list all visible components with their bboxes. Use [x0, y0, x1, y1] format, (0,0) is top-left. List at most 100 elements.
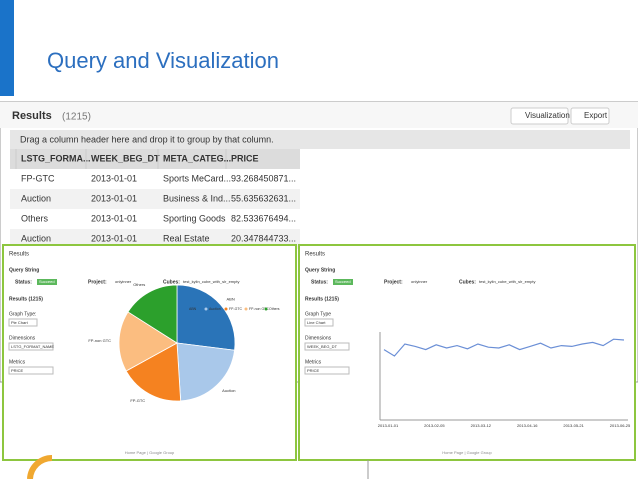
table-cell: Real Estate: [163, 233, 210, 243]
column-header[interactable]: META_CATEG...: [163, 153, 231, 163]
metric-select[interactable]: [304, 366, 350, 375]
panel-footer: Home Page | Google Group: [125, 450, 175, 455]
graph-type: Line Chart: [307, 320, 326, 325]
legend-label: ABN: [189, 307, 197, 311]
x-tick-label: 2013-03-12: [471, 423, 492, 428]
cubes-label: Cubes:: [163, 279, 180, 285]
group-hint: Drag a column header here and drop it to…: [20, 134, 274, 144]
legend-swatch: [244, 307, 248, 311]
table-cell: FP-GTC: [21, 173, 55, 183]
x-tick-label: 2013-06-25: [610, 423, 631, 428]
table-row: [10, 189, 300, 209]
dimension-select[interactable]: [304, 342, 350, 351]
status: Succeed: [335, 279, 351, 284]
graph-type: Pie Chart: [11, 320, 29, 325]
export-button[interactable]: [570, 107, 610, 125]
slice-label: FP-non GTC: [88, 338, 111, 343]
project-label: Project:: [88, 279, 107, 285]
query-string: Query String: [9, 267, 39, 273]
pie-slice: [127, 284, 178, 344]
line-panel: Results Query String Status: Succeed Project…: [298, 244, 636, 461]
results-label: Results (1215): [305, 296, 339, 302]
results-count: (1215): [62, 112, 91, 123]
visualization-label: Visualization: [525, 111, 570, 120]
status-label: Status:: [311, 279, 328, 285]
table-cell: 2013-01-01: [91, 173, 137, 183]
table-cell: Sporting Goods: [163, 213, 226, 223]
project: onlyinner: [411, 279, 428, 284]
dimension: WEEK_BEG_DT: [307, 344, 338, 349]
table-cell: 2013-01-01: [91, 233, 137, 243]
slice-label: Others: [133, 282, 145, 287]
project-label: Project:: [384, 279, 403, 285]
legend-label: Others: [269, 307, 280, 311]
metrics-label: Metrics: [305, 359, 322, 365]
status: Succeed: [39, 279, 55, 284]
accent-bar: [0, 0, 14, 96]
pie-panel: Results Query String Status: Succeed Project…: [2, 244, 297, 461]
query-string: Query String: [305, 267, 335, 273]
header-row: [10, 149, 300, 169]
table-cell: Others: [21, 213, 49, 223]
column-header[interactable]: WEEK_BEG_DT: [91, 153, 160, 163]
slice-label: Auction: [222, 388, 235, 393]
pie-slice: [176, 342, 235, 402]
slide-title: Query and Visualization: [47, 48, 279, 73]
legend-label: FP-GTC: [229, 307, 242, 311]
table-cell: 20.347844733...: [231, 233, 296, 243]
cubes: test_kylin_cube_with_slr_empty: [183, 279, 239, 284]
metric: PRICE: [307, 368, 320, 373]
visualization-button[interactable]: [510, 107, 569, 125]
metrics-label: Metrics: [9, 359, 26, 365]
dimension: LSTG_FORMAT_NAME: [11, 344, 54, 349]
table-cell: 93.268450871...: [231, 173, 296, 183]
table-cell: 2013-01-01: [91, 193, 137, 203]
graph-type-select[interactable]: [8, 318, 38, 327]
legend-swatch: [184, 307, 188, 311]
dimension-select[interactable]: [8, 342, 54, 351]
pie-slice: [176, 284, 236, 351]
results-label: Results (1215): [9, 296, 43, 302]
graph-type-label: Graph Type:: [9, 311, 36, 317]
legend-swatch: [224, 307, 228, 311]
graph-type-select[interactable]: [304, 318, 334, 327]
cubes-label: Cubes:: [459, 279, 476, 285]
panel-footer: Home Page | Google Group: [442, 450, 492, 455]
column-header[interactable]: PRICE: [231, 153, 259, 163]
table-cell: Auction: [21, 233, 51, 243]
slice-label: ABN: [227, 296, 235, 301]
table-cell: Auction: [21, 193, 51, 203]
x-tick-label: 2013-02-05: [424, 423, 445, 428]
table-cell: 2013-01-01: [91, 213, 137, 223]
line-series: [383, 338, 625, 357]
pie-slice: [118, 311, 178, 372]
project: onlyinner: [115, 279, 132, 284]
status-label: Status:: [15, 279, 32, 285]
status-badge: [37, 279, 57, 285]
x-tick-label: 2013-04-16: [517, 423, 538, 428]
metric-select[interactable]: [8, 366, 54, 375]
table-cell: 82.533676494...: [231, 213, 296, 223]
table-cell: Sports MeCard...: [163, 173, 231, 183]
legend-swatch: [264, 307, 268, 311]
column-header[interactable]: LSTG_FORMA...: [21, 153, 91, 163]
panel-frame: [298, 244, 636, 461]
cubes: test_kylin_cube_with_slr_empty: [479, 279, 535, 284]
table-row: [10, 209, 300, 229]
export-label: Export: [584, 111, 608, 120]
dimensions-label: Dimensions: [9, 335, 36, 341]
dimensions-label: Dimensions: [305, 335, 332, 341]
graph-type-label: Graph Type: [305, 311, 331, 317]
group-bar: [10, 130, 630, 149]
legend-label: FP-non GTC: [249, 307, 269, 311]
legend-label: Auction: [209, 307, 221, 311]
panel-heading: Results: [9, 252, 29, 258]
table-cell: Business & Ind...: [163, 193, 231, 203]
panel-heading: Results: [305, 252, 325, 258]
metric: PRICE: [11, 368, 24, 373]
x-tick-label: 2013-05-21: [563, 423, 584, 428]
legend-swatch: [204, 307, 208, 311]
status-badge: [333, 279, 353, 285]
